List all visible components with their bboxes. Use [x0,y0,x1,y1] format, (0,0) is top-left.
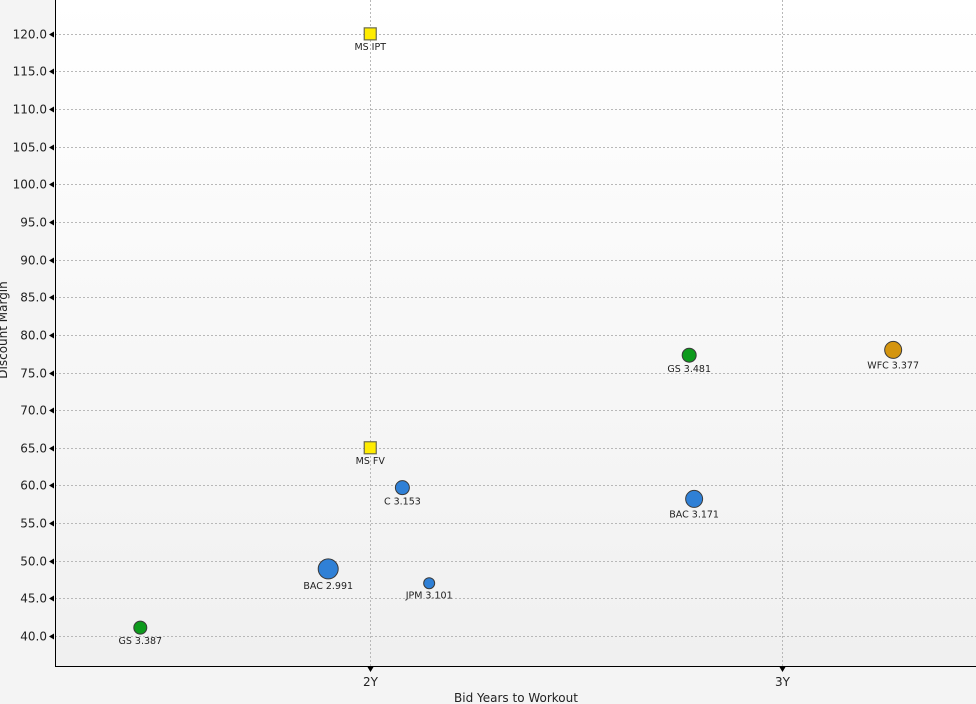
y-tick [49,181,54,188]
y-tick [49,482,54,489]
x-axis-title: Bid Years to Workout [454,691,578,704]
data-point: MS IPT [354,27,386,53]
grid [55,0,976,666]
y-tick-label: 100.0 [13,178,47,192]
point-label: C 3.153 [384,497,421,508]
data-point: WFC 3.377 [867,340,919,371]
y-tick [49,332,54,339]
y-tick-label: 50.0 [20,555,47,569]
data-point: JPM 3.101 [405,577,453,602]
y-tick-label: 70.0 [20,404,47,418]
circle-marker [884,340,903,359]
y-tick [49,144,54,151]
circle-marker [685,489,704,508]
x-tick-label: 3Y [775,675,791,689]
point-label: MS IPT [354,42,386,53]
data-point: BAC 3.171 [669,489,719,520]
y-tick-label: 115.0 [13,65,47,79]
x-tick [779,667,786,672]
point-label: GS 3.387 [118,636,162,647]
point-label: BAC 3.171 [669,509,719,520]
point-label: GS 3.481 [667,364,711,375]
y-tick [49,520,54,527]
y-tick [49,219,54,226]
point-label: BAC 2.991 [303,581,353,592]
square-marker [363,27,377,41]
point-label: JPM 3.101 [405,591,453,602]
y-tick [49,257,54,264]
data-point: GS 3.481 [667,347,711,375]
y-tick-label: 105.0 [13,141,47,155]
y-tick-label: 55.0 [20,517,47,531]
y-tick-label: 95.0 [20,216,47,230]
y-tick [49,294,54,301]
circle-marker [133,620,148,635]
data-points: MS IPT MS FV C 3.153 BAC 2.991 JPM 3.101 GS 3… [118,27,919,647]
y-tick-label: 80.0 [20,329,47,343]
circle-marker [681,347,697,363]
plot-area [55,0,976,666]
y-tick [49,106,54,113]
y-tick-label: 45.0 [20,592,47,606]
y-tick-label: 85.0 [20,291,47,305]
data-point: C 3.153 [384,480,421,508]
data-point: MS FV [356,441,386,467]
y-tick [49,370,54,377]
data-point: GS 3.387 [118,620,162,647]
circle-marker [423,577,436,590]
y-tick [49,558,54,565]
y-tick-label: 110.0 [13,103,47,117]
y-tick-label: 90.0 [20,254,47,268]
y-tick [49,407,54,414]
circle-marker [317,558,339,580]
x-tick-label: 2Y [363,675,379,689]
y-tick-label: 120.0 [13,28,47,42]
y-tick [49,633,54,640]
square-marker [363,441,377,455]
circle-marker [394,480,410,496]
y-tick-label: 65.0 [20,442,47,456]
point-label: MS FV [356,456,386,467]
point-label: WFC 3.377 [867,360,919,371]
y-tick [49,595,54,602]
y-tick [49,68,54,75]
y-tick-label: 60.0 [20,479,47,493]
y-tick [49,445,54,452]
y-tick-label: 40.0 [20,630,47,644]
y-tick-label: 75.0 [20,367,47,381]
x-tick [367,667,374,672]
y-axis-title: Discount Margin [0,281,10,378]
y-tick [49,31,54,38]
data-point: BAC 2.991 [303,558,353,592]
axes: 40.0 45.0 50.0 55.0 60.0 65.0 70.0 75.0 80.0 85.0… [13,0,976,689]
